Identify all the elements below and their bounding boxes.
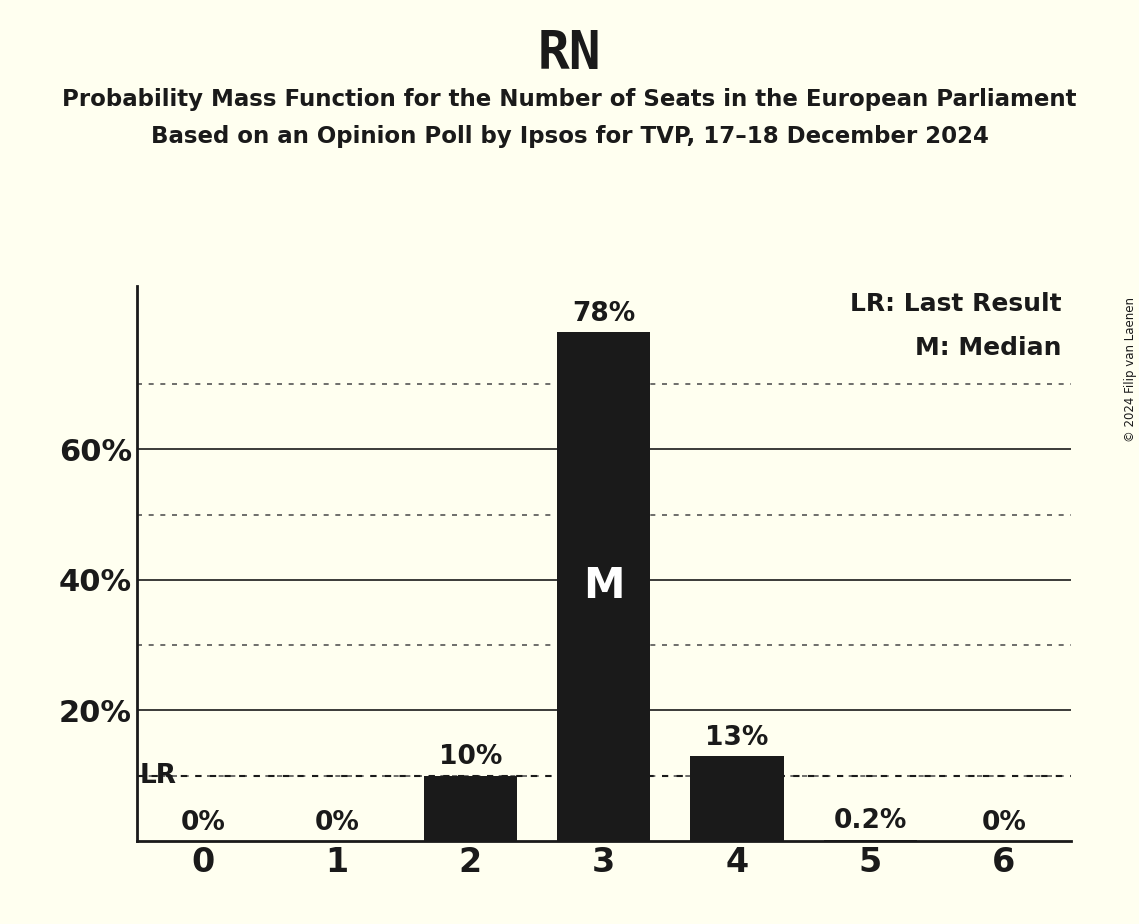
Text: 10%: 10% [439,745,502,771]
Text: 0.2%: 0.2% [834,808,907,834]
Text: 13%: 13% [705,724,769,751]
Text: 0%: 0% [982,809,1026,835]
Text: © 2024 Filip van Laenen: © 2024 Filip van Laenen [1124,298,1137,442]
Text: LR: LR [139,762,177,788]
Bar [823,840,917,841]
Text: 0%: 0% [314,809,359,835]
Text: 0%: 0% [181,809,226,835]
Text: RN: RN [538,28,601,79]
Text: Probability Mass Function for the Number of Seats in the European Parliament: Probability Mass Function for the Number… [63,88,1076,111]
Text: M: Median: M: Median [915,336,1062,360]
Text: M: M [583,565,624,607]
Text: 78%: 78% [572,301,636,327]
Bar [557,332,650,841]
Text: Based on an Opinion Poll by Ipsos for TVP, 17–18 December 2024: Based on an Opinion Poll by Ipsos for TV… [150,125,989,148]
Bar [424,775,517,841]
Bar [690,756,784,841]
Text: LR: Last Result: LR: Last Result [850,292,1062,316]
